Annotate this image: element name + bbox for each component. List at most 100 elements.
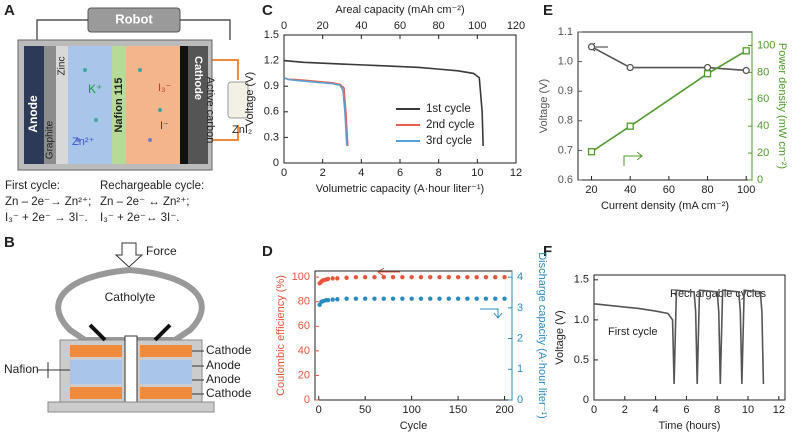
point [418,274,424,280]
axis-arrow [377,267,400,277]
point [400,274,405,280]
series-line [593,289,765,384]
y-tick-label: 1.1 [558,26,573,38]
robot-label: Robot [115,11,153,26]
annotation: First cycle [608,326,658,338]
marker [703,63,712,72]
point [362,296,368,301]
legend-label: 3rd cycle [426,135,472,147]
y-tick-label: 0 [583,394,589,406]
cathode-label: Cathode [192,56,204,100]
membrane-label: Nafion 115 [113,77,125,132]
point [409,274,414,280]
panel-label: A [4,2,15,19]
series-line [591,50,747,153]
carbon-label: Active carbon [204,77,216,144]
nafion-label: Nafion [4,362,39,376]
cathode [188,46,208,164]
x2-axis-label: Areal capacity (mAh cm⁻²) [335,4,464,16]
x-tick-label: 6 [683,404,689,416]
device-diagram: Force Catholyte Nafion Cathode Anode Ano… [4,242,252,413]
y2-tick-label: 80 [757,66,769,78]
layer-label: Anode [206,358,241,372]
x-tick-label: 100 [737,184,755,196]
y-axis-label: Coulombic efficiency (%) [275,275,287,396]
point [330,297,335,302]
y-tick-label: 1.0 [558,56,573,68]
y-tick-label: 0.8 [558,115,573,127]
point [474,274,479,280]
x-tick-label: 100 [402,404,420,416]
marker [742,47,750,55]
point [455,296,461,301]
point [455,274,461,280]
x-tick-label: 2 [622,404,628,416]
panel-label: C [262,2,273,19]
x-tick-label: 60 [663,184,675,196]
x2-tick-label: 80 [433,20,445,32]
ion-label: I₃⁻ [158,82,172,94]
x-tick-label: 8 [436,167,442,179]
equation: Rechargeable cycle: [100,180,204,192]
y-tick-label: 0.6 [264,106,279,118]
y-tick-label: 40 [298,345,310,357]
plot-frame [593,274,786,401]
point [437,274,442,280]
catholyte-label: Catholyte [105,290,156,304]
y-tick-label: 1.0 [574,314,589,326]
x-tick-label: 0 [591,404,597,416]
point [335,297,340,302]
series-line [283,59,484,146]
force-label: Force [146,244,177,258]
point [437,296,442,301]
marker [703,70,712,78]
axis-arrow [623,151,643,166]
panel-label: D [262,243,273,260]
equation: Zn – 2e⁻→ Zn²⁺; [5,196,91,208]
y-tick-label: 0 [273,157,279,169]
y-tick-label: 0.9 [558,85,573,97]
x-axis-label: Time (hours) [659,420,721,432]
x-axis-label: Volumetric capacity (A·hour liter⁻¹) [316,183,484,195]
y2-tick-label: 60 [757,93,769,105]
axis-arrow [480,308,503,319]
equation: I₃⁻ + 2e⁻↔ 3I⁻. [100,212,179,224]
anode [24,46,44,164]
series-line [591,46,747,72]
center-post [124,335,138,407]
bottle [227,81,249,119]
cell-diagram: Robot Anode Graphite Zinc K⁺ Zn²⁺ Nafion… [5,7,252,224]
equation: First cycle: [5,180,60,192]
x-tick-label: 0 [281,167,287,179]
marker [626,63,634,72]
force-arrow [114,242,144,268]
point [409,296,414,301]
panel-label: E [543,2,553,19]
x-tick-label: 10 [742,404,754,416]
x-tick-label: 200 [495,404,513,416]
layer-label: Cathode [206,343,252,357]
y2-tick-label: 0 [517,394,523,406]
x-tick-label: 8 [714,404,720,416]
y2-tick-label: 2 [517,332,523,344]
membrane [112,46,126,164]
equation: I₃⁻ + 2e⁻ → 3I⁻. [5,212,88,224]
x-tick-label: 2 [320,167,326,179]
point [502,274,507,280]
y-axis-label: Voltage (V) [538,79,550,133]
point [390,274,396,280]
zinc-label: Zinc [57,57,68,76]
legend-label: 1st cycle [426,103,471,115]
dome [55,266,205,343]
x-tick-label: 12 [773,404,785,416]
point [353,274,359,280]
x2-tick-label: 0 [281,20,287,32]
point [428,296,433,301]
point [465,274,470,280]
ion-label: Zn²⁺ [72,136,95,148]
point [381,274,386,280]
x-axis-label: Current density (mA cm⁻²) [601,200,729,212]
x2-tick-label: 100 [468,20,486,32]
anolyte [68,46,112,164]
